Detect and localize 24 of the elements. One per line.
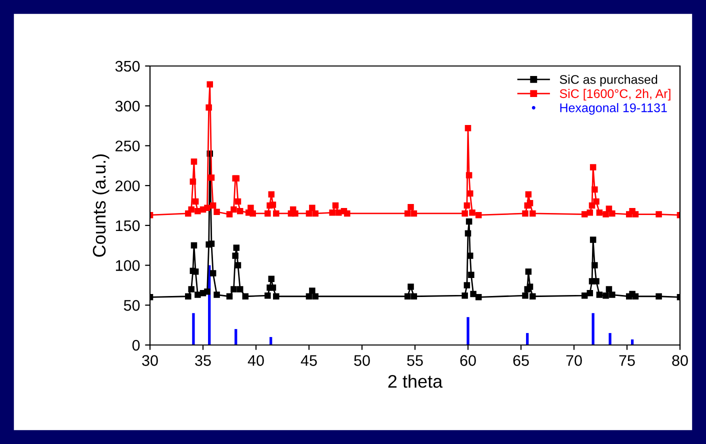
x-tick-label: 35 xyxy=(195,355,211,366)
y-tick-label: 250 xyxy=(116,140,140,152)
y-tick-label: 50 xyxy=(124,300,140,311)
x-tick-label: 30 xyxy=(142,355,158,366)
y-tick-label: 100 xyxy=(116,260,140,271)
y-tick-label: 300 xyxy=(115,100,140,112)
y-tick-label: 0 xyxy=(132,340,140,351)
x-tick-label: 55 xyxy=(407,355,423,366)
x-axis-title: 2 theta xyxy=(388,374,443,388)
x-tick-label: 70 xyxy=(566,355,582,366)
x-tick-label: 50 xyxy=(354,355,370,366)
x-tick-label: 65 xyxy=(513,355,529,366)
x-tick-label: 40 xyxy=(248,355,264,366)
y-tick-label: 150 xyxy=(116,220,140,232)
x-tick-label: 75 xyxy=(619,355,635,366)
y-tick-label: 350 xyxy=(115,60,140,72)
y-axis-title: Counts (a.u.) xyxy=(92,154,110,257)
legend-label: SiC [1600°C, 2h, Ar] xyxy=(560,88,670,101)
legend-label: SiC as purchased xyxy=(560,74,658,86)
x-tick-label: 60 xyxy=(460,355,476,366)
x-tick-label: 80 xyxy=(672,355,688,366)
x-tick-label: 45 xyxy=(300,355,317,366)
legend-label: Hexagonal 19-1131 xyxy=(560,103,667,115)
y-tick-label: 200 xyxy=(116,180,140,192)
